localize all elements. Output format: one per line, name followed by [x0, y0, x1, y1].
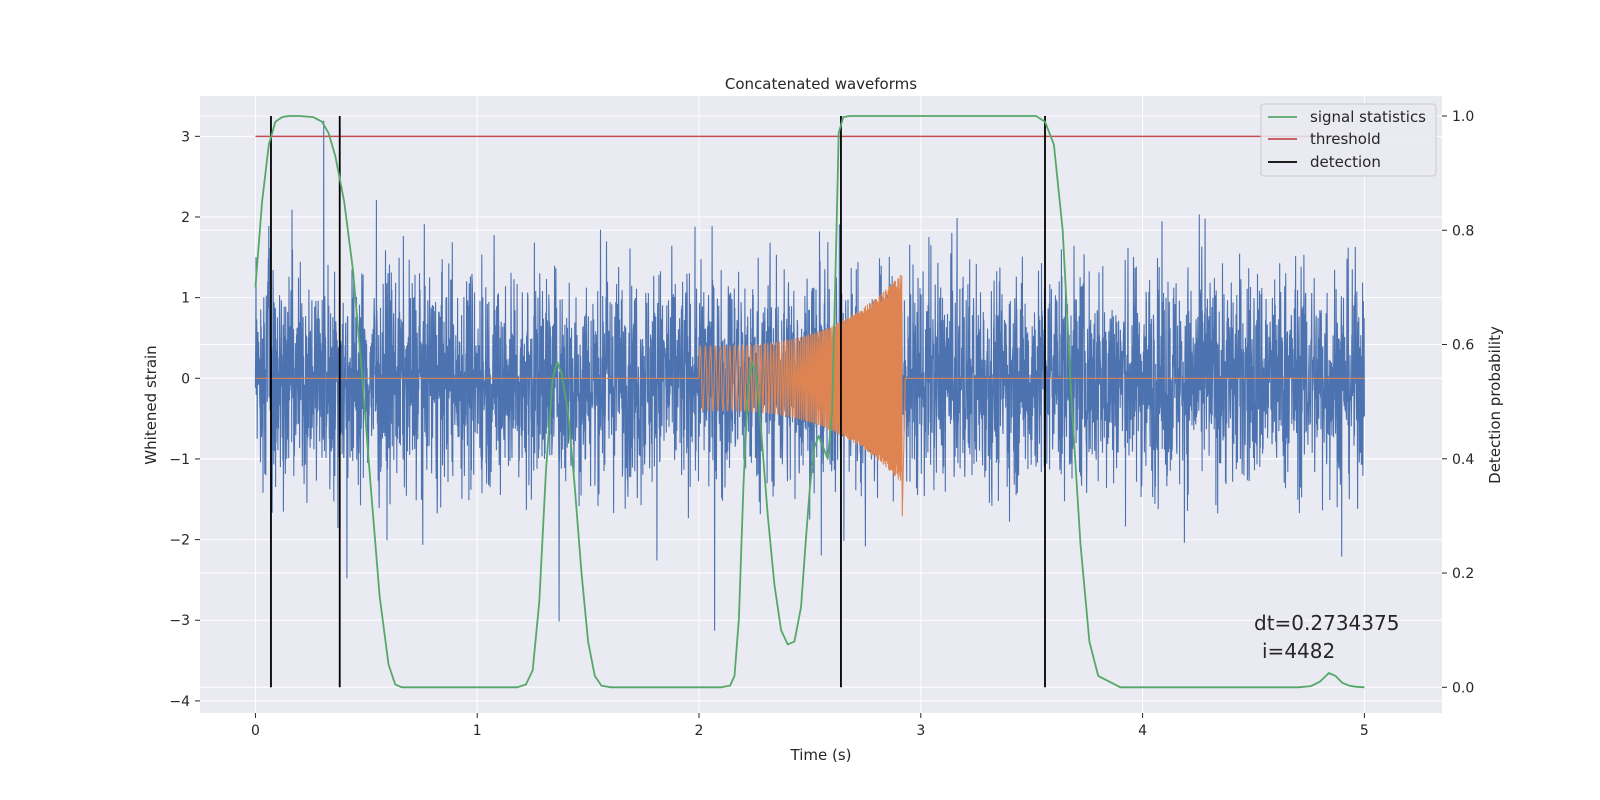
y-tick-label: 2 [181, 210, 190, 226]
right-y-tick-label: 1.0 [1452, 109, 1474, 125]
right-y-tick-label: 0.4 [1452, 452, 1474, 468]
data-layer [254, 115, 1365, 689]
y-tick-label: −1 [169, 452, 190, 468]
legend-frame [1260, 103, 1437, 177]
y-tick-label: −3 [169, 613, 190, 629]
chart-title: Concatenated waveforms [725, 75, 917, 93]
x-axis-label: Time (s) [790, 746, 852, 764]
right-y-axis-label: Detection probability [1486, 326, 1504, 484]
x-tick-label: 1 [473, 723, 482, 739]
right-y-tick-label: 0.2 [1452, 566, 1474, 582]
annotation: dt=0.2734375 i=4482 [1254, 611, 1399, 663]
x-tick-label: 0 [251, 723, 260, 739]
x-tick-label: 3 [916, 723, 925, 739]
y-tick-label: 1 [181, 291, 190, 307]
signal-statistics-line [254, 115, 1365, 689]
axis-ticks: 0 1 2 3 4 5 −4 −3 −2 −1 0 1 2 3 0.0 0.2 0.4 0.6 0.8 1.0 [169, 109, 1474, 739]
legend-label-threshold: threshold [1310, 130, 1381, 148]
grid [200, 96, 1442, 713]
y-axis-label: Whitened strain [142, 345, 160, 464]
annotation-index: i=4482 [1262, 639, 1335, 663]
y-tick-label: −4 [169, 694, 190, 710]
annotation-dt: dt=0.2734375 [1254, 611, 1399, 635]
y-tick-label: 0 [181, 371, 190, 387]
right-y-tick-label: 0.0 [1452, 680, 1474, 696]
right-y-tick-label: 0.8 [1452, 223, 1474, 239]
right-y-tick-label: 0.6 [1452, 338, 1474, 354]
injected-chirp-line [255, 275, 1365, 517]
legend: signal statistics threshold detection [1260, 103, 1437, 177]
x-tick-label: 5 [1360, 723, 1369, 739]
legend-label-detection: detection [1310, 153, 1381, 171]
y-tick-label: 3 [181, 129, 190, 145]
y-tick-label: −2 [169, 533, 190, 549]
x-tick-label: 2 [695, 723, 704, 739]
x-tick-label: 4 [1138, 723, 1147, 739]
legend-label-signal-statistics: signal statistics [1310, 108, 1426, 126]
